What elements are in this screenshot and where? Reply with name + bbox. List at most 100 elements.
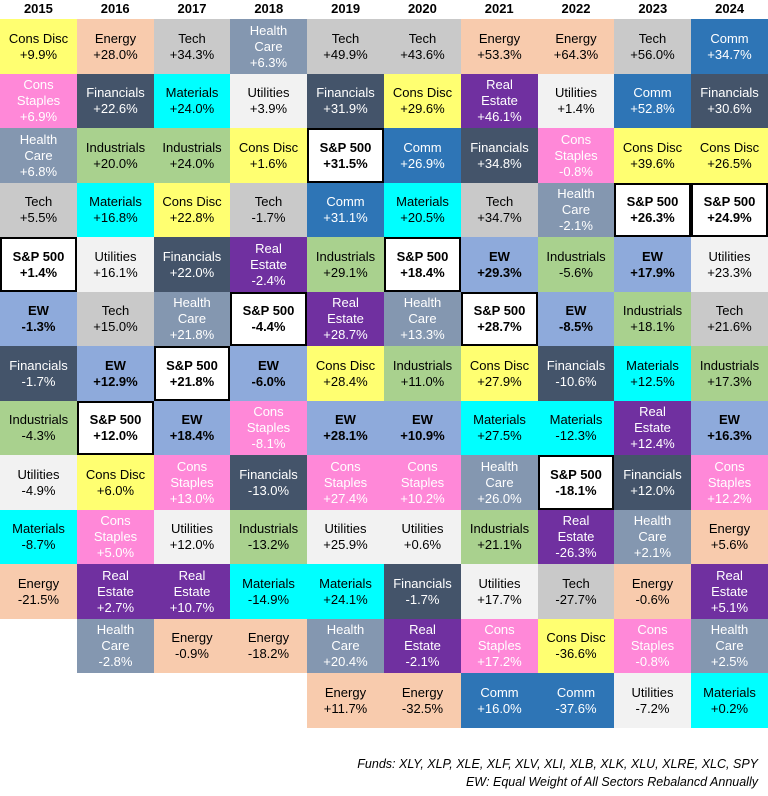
cell-2022-comm: Comm -37.6% [538,673,614,728]
sector-label: Energy [631,575,674,591]
return-value: -2.1% [559,218,593,233]
sector-label: Utilities [324,521,367,536]
return-value: +24.1% [323,591,368,607]
cell-2016-ew: EW +12.9% [77,346,154,401]
return-value: -14.9% [247,591,290,607]
return-value: +17.2% [477,654,522,669]
return-value: -2.1% [405,654,440,669]
cell-2016-materials: Materials +16.8% [77,183,154,237]
sector-label: Cons [407,458,438,474]
cell-2021-ew: EW +29.3% [461,237,538,292]
cell-2019-financials: Financials +31.9% [307,74,384,128]
sector-label: Health [173,295,211,310]
cell-2024-utilities: Utilities +23.3% [691,237,768,292]
cell-2020-industrials: Industrials +11.0% [384,346,461,401]
sector-label: Utilities [247,85,290,100]
return-value: +17.3% [707,373,752,389]
sector-label: Staples [16,93,61,108]
cell-2017-sp-500: S&P 500 +21.8% [154,346,230,401]
cell-2019-utilities: Utilities +25.9% [307,510,384,564]
return-value: +21.1% [477,537,522,552]
sector-label: Industrials [392,357,453,373]
return-value: +22.6% [93,101,138,116]
year-header-2023: 2023 [638,1,668,16]
return-value: +0.2% [710,700,749,716]
cell-2015-industrials: Industrials -4.3% [0,401,77,455]
sector-label: Health [557,186,595,201]
return-value: +12.0% [630,482,675,498]
sector-label: Comm [480,684,519,700]
return-value: -7.2% [635,700,670,716]
cell-2021-materials: Materials +27.5% [461,401,538,455]
sector-label: Real [562,513,590,528]
sector-label: Cons Disc [699,139,760,155]
year-header-2018: 2018 [254,1,284,16]
sector-label: Estate [97,583,134,599]
return-value: +29.3% [477,264,522,280]
sector-label: Cons [560,131,592,147]
cell-2017-cons-staples: Cons Staples +13.0% [154,455,230,510]
sector-label: Tech [562,575,590,591]
cell-2016-tech: Tech +15.0% [77,292,154,346]
sector-label: Energy [555,30,597,46]
cell-2021-health-care: Health Care +26.0% [461,455,538,510]
cell-2021-cons-disc: Cons Disc +27.9% [461,346,538,401]
return-value: -1.3% [21,319,56,334]
year-header-2017: 2017 [177,1,207,16]
cell-2023-sp-500: S&P 500 +26.3% [614,183,691,237]
return-value: -0.8% [559,163,593,179]
cell-2020-comm: Comm +26.9% [384,128,461,183]
sector-label: Utilities [631,684,674,700]
sector-label: Cons [484,622,515,637]
cell-2019-ew: EW +28.1% [307,401,384,455]
sector-label: Estate [173,583,211,599]
sector-label: Health [710,622,749,637]
sector-label: Cons [176,458,208,474]
return-value: -1.7% [405,591,440,607]
sector-label: Utilities [708,248,751,264]
sector-label: Energy [247,630,290,645]
sector-label: Materials [89,194,142,209]
cell-2016-industrials: Industrials +20.0% [77,128,154,183]
sector-label: Financials [393,575,452,591]
cell-2018-cons-disc: Cons Disc +1.6% [230,128,307,183]
cell-2018-industrials: Industrials -13.2% [230,510,307,564]
return-value: -12.3% [555,428,597,443]
return-value: +1.4% [19,264,58,280]
cell-2017-tech: Tech +34.3% [154,19,230,74]
return-value: +28.7% [477,319,522,334]
cell-2023-health-care: Health Care +2.1% [614,510,691,564]
cell-2021-tech: Tech +34.7% [461,183,538,237]
return-value: +43.6% [400,46,445,62]
sector-label: Financials [162,248,222,264]
cell-2022-health-care: Health Care -2.1% [538,183,614,237]
sector-label: S&P 500 [396,248,449,264]
cell-2021-comm: Comm +16.0% [461,673,538,728]
cell-2022-energy: Energy +64.3% [538,19,614,74]
return-value: +20.5% [400,210,445,225]
sector-label: Staples [707,474,752,490]
cell-2023-tech: Tech +56.0% [614,19,691,74]
cell-2019-energy: Energy +11.7% [307,673,384,728]
return-value: -27.7% [555,591,597,607]
return-value: +6.8% [19,163,58,179]
return-value: -32.5% [401,700,444,716]
year-header-2020: 2020 [407,1,437,16]
cell-2016-financials: Financials +22.6% [77,74,154,128]
sector-label: Financials [239,466,298,482]
sector-label: Cons [23,77,54,92]
cell-2018-tech: Tech -1.7% [230,183,307,237]
sector-label: Tech [408,30,437,46]
cell-2019-sp-500: S&P 500 +31.5% [307,128,384,183]
cell-2019-cons-staples: Cons Staples +27.4% [307,455,384,510]
return-value: +10.2% [400,490,445,506]
sector-label: Health [326,622,365,637]
cell-2015-health-care: Health Care +6.8% [0,128,77,183]
sector-label: EW [335,412,356,427]
return-value: +34.8% [477,155,522,171]
sector-label: Utilities [478,575,521,591]
cell-2024-materials: Materials +0.2% [691,673,768,728]
return-value: -4.4% [251,319,286,334]
return-value: +28.4% [323,373,368,389]
